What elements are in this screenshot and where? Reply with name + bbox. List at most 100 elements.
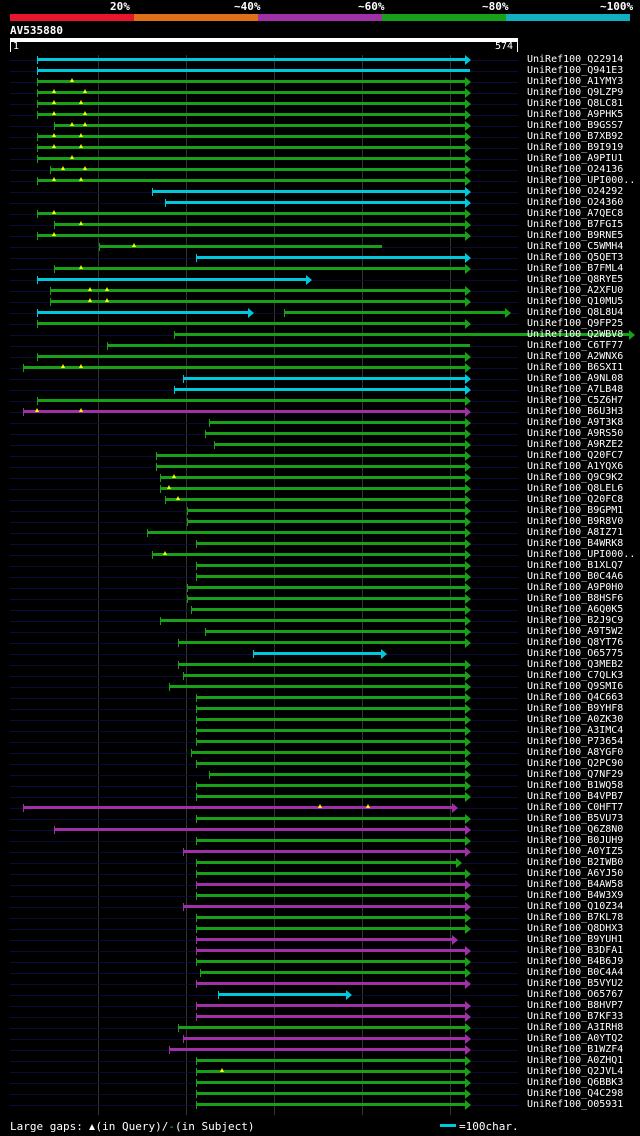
hit-label[interactable]: UniRef100_A9P0H0 — [527, 582, 624, 593]
hit-row[interactable]: UniRef100_A1YQX6 — [0, 461, 640, 473]
hit-label[interactable]: UniRef100_O65775 — [527, 648, 624, 659]
hit-bar[interactable] — [182, 1037, 466, 1040]
hit-row[interactable]: UniRef100_Q8RYE5 — [0, 274, 640, 286]
hit-bar[interactable] — [36, 69, 471, 72]
hit-label[interactable]: UniRef100_B1WQ58 — [527, 780, 624, 791]
hit-bar[interactable] — [195, 784, 466, 787]
hit-row[interactable]: UniRef100_A8IZ71 — [0, 527, 640, 539]
hit-row[interactable]: UniRef100_Q5QET3 — [0, 252, 640, 264]
hit-bar[interactable] — [36, 278, 306, 281]
hit-label[interactable]: UniRef100_C6TF77 — [527, 340, 624, 351]
hit-bar[interactable] — [182, 377, 466, 380]
hit-bar[interactable] — [164, 201, 466, 204]
hit-bar[interactable] — [195, 839, 466, 842]
hit-bar[interactable] — [195, 960, 466, 963]
hit-bar[interactable] — [195, 927, 466, 930]
hit-bar[interactable] — [173, 333, 629, 336]
hit-label[interactable]: UniRef100_Q8L8U4 — [527, 307, 624, 318]
hit-row[interactable]: UniRef100_A2XFU0 — [0, 285, 640, 297]
hit-bar[interactable] — [182, 905, 466, 908]
hit-row[interactable]: UniRef100_Q4C298 — [0, 1088, 640, 1100]
hit-bar[interactable] — [36, 113, 466, 116]
hit-row[interactable]: UniRef100_Q6BBK3 — [0, 1077, 640, 1089]
hit-label[interactable]: UniRef100_Q20FC7 — [527, 450, 624, 461]
hit-label[interactable]: UniRef100_B1WZF4 — [527, 1044, 624, 1055]
hit-label[interactable]: UniRef100_C7QLK3 — [527, 670, 624, 681]
hit-bar[interactable] — [54, 828, 466, 831]
hit-row[interactable]: UniRef100_B9R8V0 — [0, 516, 640, 528]
hit-row[interactable]: UniRef100_B2IWB0 — [0, 857, 640, 869]
hit-bar[interactable] — [54, 124, 466, 127]
hit-label[interactable]: UniRef100_A2XFU0 — [527, 285, 624, 296]
hit-row[interactable]: UniRef100_A9RS50 — [0, 428, 640, 440]
hit-bar[interactable] — [169, 685, 466, 688]
hit-label[interactable]: UniRef100_B0C4A6 — [527, 571, 624, 582]
hit-row[interactable]: UniRef100_A3IMC4 — [0, 725, 640, 737]
hit-label[interactable]: UniRef100_B7KF33 — [527, 1011, 624, 1022]
hit-label[interactable]: UniRef100_A9PIU1 — [527, 153, 624, 164]
hit-row[interactable]: UniRef100_B4AW58 — [0, 879, 640, 891]
hit-label[interactable]: UniRef100_B9I919 — [527, 142, 624, 153]
hit-bar[interactable] — [36, 91, 466, 94]
hit-row[interactable]: UniRef100_O05931 — [0, 1099, 640, 1111]
hit-label[interactable]: UniRef100_A3IRH8 — [527, 1022, 624, 1033]
hit-label[interactable]: UniRef100_A7QEC8 — [527, 208, 624, 219]
hit-row[interactable]: UniRef100_Q2WBV8 — [0, 329, 640, 341]
hit-bar[interactable] — [160, 476, 466, 479]
hit-bar[interactable] — [49, 300, 466, 303]
hit-label[interactable]: UniRef100_Q3MEB2 — [527, 659, 624, 670]
hit-bar[interactable] — [178, 641, 466, 644]
hit-row[interactable]: UniRef100_A9RZE2 — [0, 439, 640, 451]
hit-row[interactable]: UniRef100_B1WZF4 — [0, 1044, 640, 1056]
hit-label[interactable]: UniRef100_O24136 — [527, 164, 624, 175]
hit-label[interactable]: UniRef100_B2J9C9 — [527, 615, 624, 626]
hit-bar[interactable] — [195, 542, 466, 545]
hit-label[interactable]: UniRef100_A6Q0K5 — [527, 604, 624, 615]
hit-row[interactable]: UniRef100_A7QEC8 — [0, 208, 640, 220]
hit-bar[interactable] — [36, 146, 466, 149]
hit-label[interactable]: UniRef100_A0YIZ5 — [527, 846, 624, 857]
hit-label[interactable]: UniRef100_B0C4A4 — [527, 967, 624, 978]
hit-row[interactable]: UniRef100_Q22914 — [0, 54, 640, 66]
hit-row[interactable]: UniRef100_O24136 — [0, 164, 640, 176]
hit-bar[interactable] — [195, 1059, 466, 1062]
hit-bar[interactable] — [209, 421, 466, 424]
hit-label[interactable]: UniRef100_B8HVP7 — [527, 1000, 624, 1011]
hit-row[interactable]: UniRef100_A8YGF0 — [0, 747, 640, 759]
hit-label[interactable]: UniRef100_B9GPM1 — [527, 505, 624, 516]
hit-row[interactable]: UniRef100_B6U3H3 — [0, 406, 640, 418]
hit-label[interactable]: UniRef100_Q4C298 — [527, 1088, 624, 1099]
hit-bar[interactable] — [156, 454, 466, 457]
hit-row[interactable]: UniRef100_Q6Z8N0 — [0, 824, 640, 836]
hit-row[interactable]: UniRef100_B3DFA1 — [0, 945, 640, 957]
hit-label[interactable]: UniRef100_A9RZE2 — [527, 439, 624, 450]
hit-bar[interactable] — [253, 652, 382, 655]
hit-bar[interactable] — [195, 575, 466, 578]
hit-bar[interactable] — [187, 597, 466, 600]
hit-bar[interactable] — [195, 740, 466, 743]
hit-row[interactable]: UniRef100_B0C4A4 — [0, 967, 640, 979]
hit-label[interactable]: UniRef100_A9PHK5 — [527, 109, 624, 120]
hit-label[interactable]: UniRef100_A9RS50 — [527, 428, 624, 439]
hit-row[interactable]: UniRef100_Q8L8U4 — [0, 307, 640, 319]
hit-bar[interactable] — [195, 982, 466, 985]
hit-bar[interactable] — [160, 619, 466, 622]
hit-row[interactable]: UniRef100_Q2PC90 — [0, 758, 640, 770]
hit-row[interactable]: UniRef100_Q20FC7 — [0, 450, 640, 462]
hit-bar[interactable] — [36, 135, 466, 138]
hit-row[interactable]: UniRef100_Q4C663 — [0, 692, 640, 704]
hit-row[interactable]: UniRef100_B4W3X9 — [0, 890, 640, 902]
hit-label[interactable]: UniRef100_B9YUH1 — [527, 934, 624, 945]
hit-label[interactable]: UniRef100_Q6Z8N0 — [527, 824, 624, 835]
hit-row[interactable]: UniRef100_A0YIZ5 — [0, 846, 640, 858]
hit-row[interactable]: UniRef100_Q8LC81 — [0, 98, 640, 110]
hit-row[interactable]: UniRef100_Q8DHX3 — [0, 923, 640, 935]
hit-bar[interactable] — [195, 795, 466, 798]
hit-bar[interactable] — [195, 707, 466, 710]
hit-label[interactable]: UniRef100_B4AW58 — [527, 879, 624, 890]
hit-bar[interactable] — [182, 850, 466, 853]
hit-label[interactable]: UniRef100_Q9LZP9 — [527, 87, 624, 98]
hit-row[interactable]: UniRef100_P73654 — [0, 736, 640, 748]
hit-label[interactable]: UniRef100_B5VYU2 — [527, 978, 624, 989]
hit-bar[interactable] — [195, 817, 466, 820]
